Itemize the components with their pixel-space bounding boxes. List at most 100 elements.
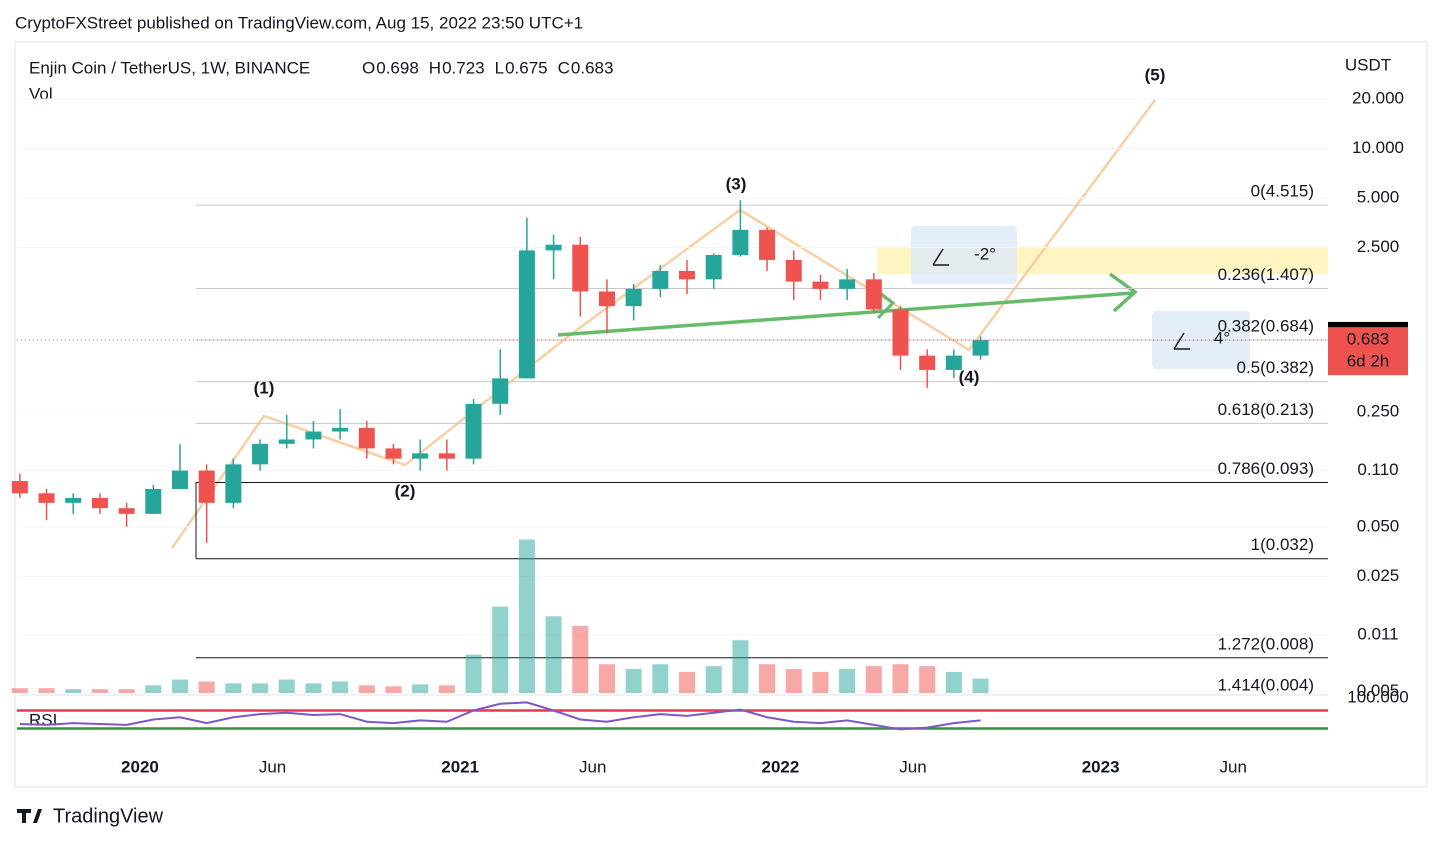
- volume-bar: [11, 688, 28, 693]
- chart-title: Enjin Coin / TetherUS, 1W, BINANCE: [29, 58, 310, 77]
- ohlc-key: L: [495, 58, 504, 77]
- fib-label: 0.382(0.684): [1218, 317, 1314, 336]
- wave-label: (3): [726, 174, 747, 193]
- candle-body: [865, 279, 882, 310]
- y-tick-label: 0.005: [1357, 681, 1400, 700]
- y-tick-label: 0.050: [1357, 516, 1400, 535]
- fib-label: 0.5(0.382): [1237, 358, 1315, 377]
- ohlc-key: H: [429, 58, 441, 77]
- fib-label: 1.414(0.004): [1218, 675, 1314, 694]
- logo: [17, 809, 42, 823]
- volume-bar: [412, 684, 429, 693]
- candle-body: [785, 259, 802, 282]
- y-tick-label: 0.011: [1357, 625, 1398, 644]
- countdown-text: 6d 2h: [1347, 352, 1390, 371]
- ohlc-legend: O 0.698 H 0.723 L 0.675 C 0.683: [362, 58, 613, 77]
- y-tick-label: 2.500: [1357, 237, 1400, 256]
- volume-bar: [652, 664, 669, 693]
- angle-label: -2°: [974, 244, 996, 263]
- volume-bar: [705, 666, 722, 693]
- x-tick-label: Jun: [1220, 757, 1247, 776]
- volume-bar: [865, 666, 882, 693]
- wave-label: (5): [1145, 65, 1166, 84]
- volume-bar: [759, 664, 776, 693]
- wave-label: (1): [254, 378, 275, 397]
- candle-body: [812, 281, 829, 289]
- candle-body: [652, 270, 669, 289]
- wave-label: (4): [959, 367, 980, 386]
- volume-bar: [438, 685, 455, 693]
- close-price-text: 0.683: [1347, 330, 1390, 349]
- volume-bar: [598, 664, 615, 693]
- candle-body: [38, 493, 55, 503]
- volume-bar: [385, 686, 402, 693]
- x-tick-label: Jun: [259, 757, 286, 776]
- close-price-tag: [1328, 327, 1408, 376]
- candle-body: [919, 355, 936, 370]
- rsi-label: RSI: [29, 710, 57, 729]
- y-tick-label: 5.000: [1357, 187, 1400, 206]
- ohlc-value: 0.675: [505, 58, 548, 77]
- ohlc-key: O: [362, 58, 375, 77]
- candle-body: [839, 279, 856, 289]
- x-tick-label: 2021: [441, 757, 479, 776]
- x-tick-label: 2022: [762, 757, 800, 776]
- publisher: CryptoFXStreet published on TradingView.…: [15, 13, 583, 32]
- volume-bar: [919, 666, 936, 693]
- volume-bar: [545, 616, 562, 693]
- candle-body: [171, 470, 188, 489]
- fib-label: 0.786(0.093): [1218, 459, 1314, 478]
- fib-label: 0(4.515): [1251, 182, 1314, 201]
- y-tick-label: 10.000: [1352, 138, 1404, 157]
- candle-body: [118, 508, 135, 514]
- fib-label: 0.618(0.213): [1218, 400, 1314, 419]
- candle-body: [572, 244, 589, 292]
- candle-body: [11, 481, 28, 494]
- volume-bar: [198, 681, 215, 693]
- candle-body: [705, 255, 722, 280]
- ohlc-key: C: [558, 58, 570, 77]
- candle-body: [945, 355, 962, 370]
- candle-body: [545, 244, 562, 251]
- fib-label: 1(0.032): [1251, 535, 1314, 554]
- footer-brand: TradingView: [53, 805, 164, 827]
- angle-icon: [1173, 332, 1190, 350]
- volume-bar: [572, 625, 589, 693]
- candle-body: [972, 340, 989, 356]
- volume-bar: [38, 688, 55, 693]
- candle-body: [892, 309, 909, 356]
- candle-body: [625, 288, 642, 307]
- angle-label: 4°: [1214, 328, 1230, 347]
- candle-body: [679, 270, 696, 280]
- volume-bar: [65, 689, 82, 693]
- unit-label: USDT: [1345, 55, 1391, 74]
- volume-bar: [358, 685, 375, 693]
- volume-bar: [812, 671, 829, 693]
- volume-bar: [492, 606, 509, 693]
- candle-body: [145, 488, 162, 514]
- volume-bar: [892, 664, 909, 693]
- chart-frame: [14, 41, 1428, 788]
- candle-body: [465, 403, 482, 459]
- volume-bar: [465, 654, 482, 693]
- volume-bar: [171, 679, 188, 693]
- x-tick-label: 2020: [121, 757, 159, 776]
- volume-bar: [518, 539, 535, 693]
- candle-body: [225, 464, 242, 503]
- candle-body: [305, 431, 322, 440]
- candle-body: [358, 427, 375, 449]
- volume-bar: [732, 640, 749, 693]
- volume-bar: [91, 689, 108, 693]
- volume-bar: [972, 678, 989, 693]
- volume-bar: [145, 685, 162, 693]
- candle-body: [518, 250, 535, 379]
- volume-bar: [305, 683, 322, 693]
- volume-bar: [332, 681, 349, 693]
- candle-body: [759, 229, 776, 260]
- volume-bar: [625, 669, 642, 693]
- rsi-tick-label: 100.000: [1347, 687, 1408, 706]
- candle-body: [91, 497, 108, 509]
- y-tick-label: 0.110: [1357, 460, 1398, 479]
- wave-label: (2): [395, 481, 416, 500]
- volume-bar: [225, 683, 242, 693]
